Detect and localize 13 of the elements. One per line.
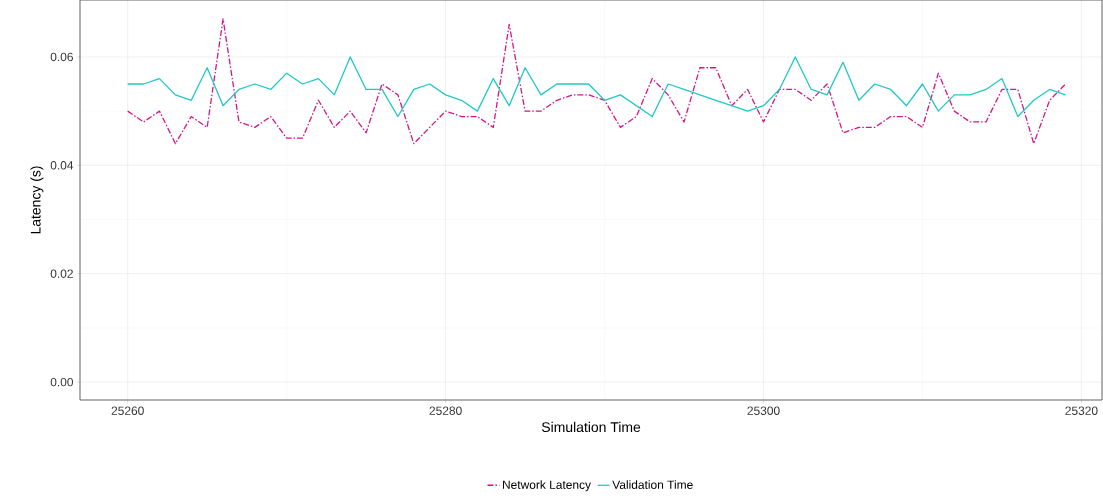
- y-tick-label: 0.02: [50, 269, 73, 278]
- line-series: [127, 18, 1067, 145]
- y-tick-label: 0.00: [50, 377, 74, 387]
- x-tick-label: 25280: [429, 406, 462, 415]
- y-axis-title: Latency (s): [30, 166, 44, 234]
- legend-label: Network Latency: [502, 480, 591, 492]
- x-tick-label: 25300: [747, 406, 780, 415]
- x-tick-label: 25260: [111, 406, 144, 415]
- x-tick-label: 25320: [1065, 406, 1098, 415]
- x-axis-title: Simulation Time: [541, 421, 641, 433]
- y-tick-label: 0.06: [50, 52, 73, 62]
- legend-label: Validation Time: [612, 480, 693, 489]
- y-tick-label: 0.04: [50, 161, 74, 170]
